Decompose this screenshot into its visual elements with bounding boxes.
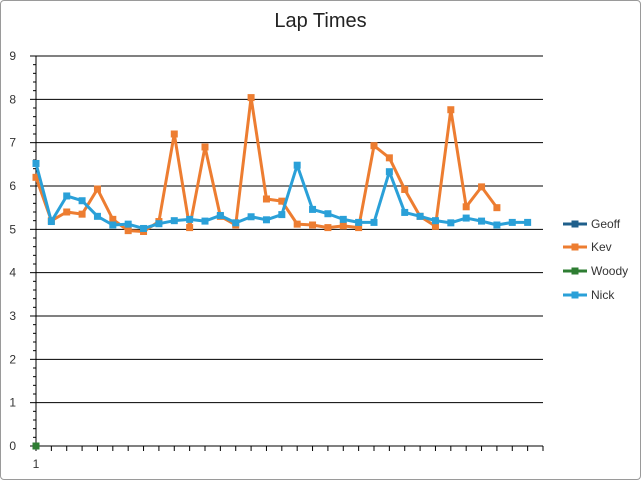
legend-swatch-marker (571, 220, 579, 228)
data-point (309, 221, 317, 229)
y-tick-label: 9 (9, 49, 16, 63)
data-point (32, 173, 40, 181)
data-point (140, 224, 148, 232)
legend-item-woody: Woody (563, 264, 628, 278)
legend: Geoff Kev Woody Nick (563, 217, 628, 302)
data-point (216, 211, 224, 219)
grid-lines (36, 55, 543, 404)
data-point (93, 212, 101, 220)
data-point (401, 185, 409, 193)
data-point (170, 217, 178, 225)
y-tick-label: 2 (9, 352, 16, 366)
data-point (355, 224, 363, 232)
data-point (63, 192, 71, 200)
data-point (447, 106, 455, 114)
data-point (309, 205, 317, 213)
data-point (124, 227, 132, 235)
chart-title: Lap Times (274, 10, 367, 32)
data-point (462, 214, 470, 222)
data-point (324, 210, 332, 218)
series-layer (32, 94, 532, 450)
legend-item-geoff: Geoff (563, 217, 621, 231)
legend-swatch-marker (571, 267, 579, 275)
data-point (524, 218, 532, 226)
data-point (78, 210, 86, 218)
data-point (493, 221, 501, 229)
legend-label: Nick (591, 288, 615, 302)
data-point (508, 218, 516, 226)
data-point (324, 224, 332, 232)
data-point (355, 218, 363, 226)
data-point (247, 94, 255, 102)
data-point (170, 130, 178, 138)
data-point (401, 208, 409, 216)
y-tick-label: 3 (9, 309, 16, 323)
data-point (78, 197, 86, 205)
y-tick-label: 1 (9, 396, 16, 410)
data-point (262, 195, 270, 203)
data-point (339, 222, 347, 230)
series-nick (32, 159, 532, 232)
y-tick-label: 6 (9, 179, 16, 193)
legend-swatch-marker (571, 243, 579, 251)
legend-label: Kev (591, 240, 612, 254)
legend-label: Woody (591, 264, 628, 278)
data-point (262, 216, 270, 224)
data-point (63, 208, 71, 216)
data-point (385, 168, 393, 176)
legend-item-kev: Kev (563, 240, 612, 254)
x-axis-ticks: 1 (33, 457, 40, 471)
data-point (186, 224, 194, 232)
series-woody (32, 442, 40, 450)
y-tick-label: 4 (9, 266, 16, 280)
data-point (370, 218, 378, 226)
y-tick-label: 5 (9, 222, 16, 236)
legend-item-nick: Nick (563, 288, 615, 302)
data-point (416, 212, 424, 220)
data-point (201, 143, 209, 151)
axes (30, 55, 544, 451)
data-point (109, 215, 117, 223)
data-point (93, 185, 101, 193)
series-kev (32, 94, 501, 235)
data-point (109, 221, 117, 229)
data-point (385, 154, 393, 162)
data-point (293, 161, 301, 169)
data-point (278, 197, 286, 205)
data-point (431, 217, 439, 225)
legend-label: Geoff (591, 217, 621, 231)
y-tick-label: 8 (9, 92, 16, 106)
data-point (462, 203, 470, 211)
legend-swatch-marker (571, 291, 579, 299)
data-point (32, 442, 40, 450)
data-point (478, 183, 486, 191)
data-point (47, 218, 55, 226)
y-tick-label: 7 (9, 136, 16, 150)
data-point (201, 217, 209, 225)
data-point (247, 213, 255, 221)
data-point (370, 142, 378, 150)
data-point (431, 222, 439, 230)
data-point (124, 220, 132, 228)
y-axis-ticks: 0 1 2 3 4 5 6 7 8 9 (9, 49, 16, 453)
data-point (339, 215, 347, 223)
data-point (478, 217, 486, 225)
data-point (232, 219, 240, 227)
data-point (493, 204, 501, 212)
data-point (278, 211, 286, 219)
data-point (447, 219, 455, 227)
series-line (34, 96, 499, 233)
y-tick-label: 0 (9, 439, 16, 453)
data-point (155, 220, 163, 228)
x-tick-label: 1 (33, 457, 40, 471)
data-point (293, 220, 301, 228)
data-point (186, 215, 194, 223)
data-point (32, 159, 40, 167)
